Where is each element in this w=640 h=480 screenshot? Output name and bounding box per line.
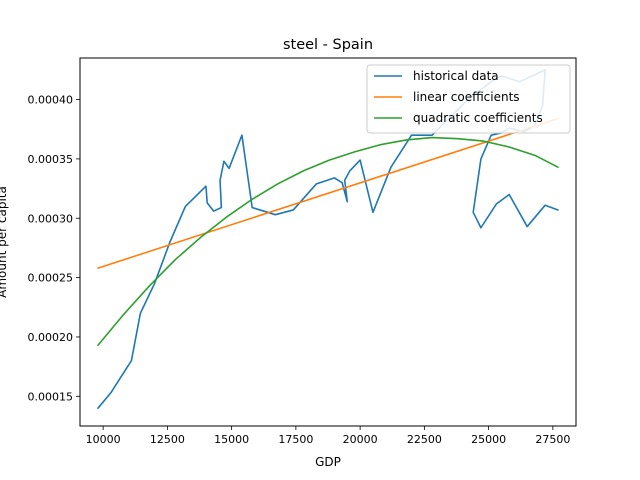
chart-title: steel - Spain xyxy=(283,37,373,53)
y-tick-label: 0.00020 xyxy=(28,331,74,344)
y-tick-label: 0.00025 xyxy=(28,272,74,285)
x-axis-label: GDP xyxy=(315,455,341,469)
series-line-3 xyxy=(97,136,559,347)
x-tick-label: 10000 xyxy=(86,433,121,446)
x-tick-label: 20000 xyxy=(343,433,378,446)
series-line-1 xyxy=(97,69,559,409)
legend-label-1: historical data xyxy=(413,69,499,83)
legend-box xyxy=(366,64,571,134)
y-tick-label: 0.00015 xyxy=(28,390,74,403)
legend: historical data linear coefficients quadra… xyxy=(366,64,571,134)
x-tick-label: 25000 xyxy=(471,433,506,446)
x-tick-label: 12500 xyxy=(150,433,185,446)
x-tick-label: 17500 xyxy=(278,433,313,446)
legend-label-2: linear coefficients xyxy=(413,90,520,104)
x-tick-label: 22500 xyxy=(407,433,442,446)
plot-area xyxy=(97,69,559,409)
axis-ticks: 10000 12500 15000 17500 20000 22500 25000 27500… xyxy=(28,94,571,446)
axes-frame xyxy=(79,57,577,427)
y-tick-label: 0.00030 xyxy=(28,212,74,225)
y-tick-label: 0.00035 xyxy=(28,153,74,166)
x-tick-label: 15000 xyxy=(214,433,249,446)
series-line-2 xyxy=(97,117,559,269)
y-axis-label: Amount per capita xyxy=(0,186,9,298)
x-tick-label: 27500 xyxy=(535,433,570,446)
y-tick-label: 0.00040 xyxy=(28,94,74,107)
legend-label-3: quadratic coefficients xyxy=(413,111,543,125)
